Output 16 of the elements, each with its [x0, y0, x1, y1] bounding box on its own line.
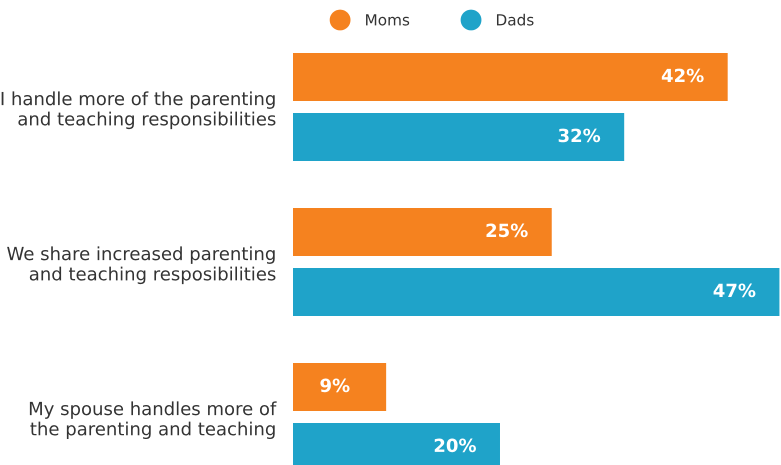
data-label: 20%	[434, 438, 476, 452]
data-label: 9%	[320, 378, 350, 392]
y-tick-label: I handle more of the parenting and teaching responsibilities	[2, 91, 276, 130]
data-label: 47%	[714, 284, 756, 298]
legend-label: Dads	[496, 14, 534, 26]
bar	[293, 268, 780, 316]
data-label: 32%	[558, 128, 600, 142]
y-tick-label: We share increased parenting and teaching resposibilities	[7, 246, 276, 284]
legend-label: Moms	[366, 14, 410, 26]
bar	[293, 362, 386, 411]
y-tick-label: My spouse handles more of the parenting and teaching	[30, 401, 277, 440]
data-label: 42%	[662, 68, 704, 82]
bar	[293, 208, 552, 256]
data-label: 25%	[486, 224, 528, 238]
bar	[293, 53, 728, 101]
bar	[293, 112, 624, 161]
